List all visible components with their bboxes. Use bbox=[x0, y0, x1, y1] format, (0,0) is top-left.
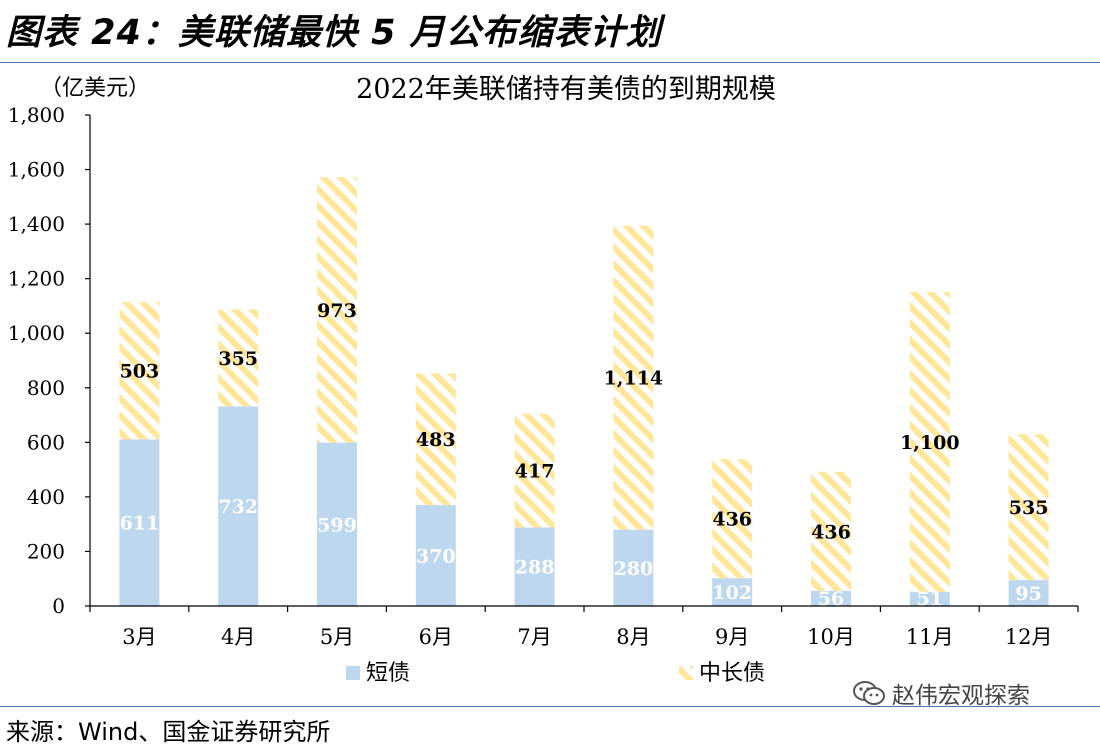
bar-short-term bbox=[119, 439, 160, 606]
x-tick-label: 9月 bbox=[715, 625, 749, 649]
bar-short-term bbox=[218, 406, 259, 606]
data-label-short-term: 51 bbox=[917, 588, 943, 610]
data-label-medium-long-term: 535 bbox=[1009, 497, 1049, 519]
x-tick-label: 7月 bbox=[517, 625, 551, 649]
x-tick-label: 6月 bbox=[419, 625, 453, 649]
bar-short-term bbox=[909, 592, 950, 606]
data-label-medium-long-term: 483 bbox=[416, 429, 456, 451]
bar-medium-long-term bbox=[514, 413, 555, 528]
data-label-short-term: 599 bbox=[317, 514, 357, 536]
legend-swatch-medium-long-term bbox=[679, 666, 693, 680]
data-label-short-term: 280 bbox=[614, 558, 654, 580]
x-tick-label: 5月 bbox=[320, 625, 354, 649]
chart: 2022年美联储持有美债的到期规模 （亿美元） 0 200 400 600 800 1,0… bbox=[8, 74, 1079, 686]
x-axis: 3月 4月 5月 6月 7月 8月 9月 10月 11月 12月 bbox=[89, 605, 1079, 649]
data-label-medium-long-term: 1,114 bbox=[604, 368, 664, 390]
bar-short-term bbox=[317, 442, 357, 606]
data-label-short-term: 370 bbox=[416, 546, 456, 568]
data-label-medium-long-term: 1,100 bbox=[900, 432, 960, 454]
bar-medium-long-term bbox=[811, 471, 851, 591]
wechat-icon bbox=[852, 679, 886, 707]
y-tick-label: 1,400 bbox=[8, 212, 65, 236]
y-tick-label: 600 bbox=[27, 430, 65, 454]
bars bbox=[119, 177, 1049, 606]
bar-medium-long-term bbox=[218, 309, 259, 407]
legend-label-medium-long-term: 中长债 bbox=[699, 661, 765, 686]
data-label-medium-long-term: 973 bbox=[317, 300, 357, 322]
bar-medium-long-term bbox=[712, 459, 753, 579]
bar-short-term bbox=[1008, 580, 1049, 606]
x-tick-label: 8月 bbox=[616, 625, 650, 649]
watermark-text: 赵伟宏观探索 bbox=[892, 683, 1030, 709]
data-label-short-term: 56 bbox=[818, 588, 844, 610]
y-tick-label: 1,000 bbox=[8, 321, 65, 345]
bottom-rule bbox=[0, 706, 1100, 707]
data-labels: 611 503 732 355 599 973 370 483 288 417 280 1,114 10… bbox=[120, 300, 1049, 610]
legend: 短债 中长债 bbox=[346, 661, 765, 686]
legend-swatch-short-term bbox=[346, 666, 360, 680]
data-label-medium-long-term: 503 bbox=[120, 361, 160, 383]
chart-title: 2022年美联储持有美债的到期规模 bbox=[356, 74, 776, 105]
y-tick-label: 1,600 bbox=[8, 158, 65, 182]
bar-medium-long-term bbox=[613, 225, 654, 530]
bar-medium-long-term bbox=[119, 302, 160, 440]
data-label-short-term: 611 bbox=[120, 513, 160, 535]
figure-title: 图表 24：美联储最快 5 月公布缩表计划 bbox=[6, 13, 662, 53]
y-axis: 0 200 400 600 800 1,000 1,200 1,400 1,600 1,800 bbox=[8, 103, 91, 618]
y-tick-label: 1,800 bbox=[8, 103, 65, 127]
y-tick-label: 400 bbox=[27, 485, 65, 509]
bar-medium-long-term bbox=[1008, 434, 1049, 581]
data-label-medium-long-term: 355 bbox=[218, 348, 258, 370]
data-label-short-term: 102 bbox=[712, 582, 752, 604]
data-label-medium-long-term: 417 bbox=[515, 461, 555, 483]
bar-short-term bbox=[712, 578, 753, 606]
bar-short-term bbox=[811, 590, 851, 606]
y-axis-label: （亿美元） bbox=[40, 76, 150, 101]
y-tick-label: 800 bbox=[27, 376, 65, 400]
bar-medium-long-term bbox=[909, 292, 950, 593]
x-tick-label: 10月 bbox=[807, 625, 855, 649]
bar-short-term bbox=[514, 527, 555, 606]
y-tick-label: 1,200 bbox=[8, 267, 65, 291]
legend-label-short-term: 短债 bbox=[366, 661, 410, 686]
data-label-medium-long-term: 436 bbox=[712, 509, 752, 531]
top-rule bbox=[0, 62, 1100, 63]
x-tick-label: 11月 bbox=[906, 625, 954, 649]
data-label-short-term: 732 bbox=[218, 496, 258, 518]
bar-medium-long-term bbox=[317, 177, 357, 443]
data-label-short-term: 95 bbox=[1015, 583, 1041, 605]
data-label-medium-long-term: 436 bbox=[811, 521, 851, 543]
watermark: 赵伟宏观探索 bbox=[852, 676, 1030, 710]
y-tick-label: 200 bbox=[27, 539, 65, 563]
bar-short-term bbox=[415, 505, 456, 606]
source-note: 来源：Wind、国金证券研究所 bbox=[6, 718, 331, 746]
y-tick-label: 0 bbox=[52, 594, 65, 618]
x-tick-label: 12月 bbox=[1005, 625, 1053, 649]
bar-short-term bbox=[613, 529, 654, 606]
data-label-short-term: 288 bbox=[515, 557, 555, 579]
x-tick-label: 3月 bbox=[122, 625, 156, 649]
x-tick-label: 4月 bbox=[221, 625, 255, 649]
bar-medium-long-term bbox=[415, 373, 456, 506]
